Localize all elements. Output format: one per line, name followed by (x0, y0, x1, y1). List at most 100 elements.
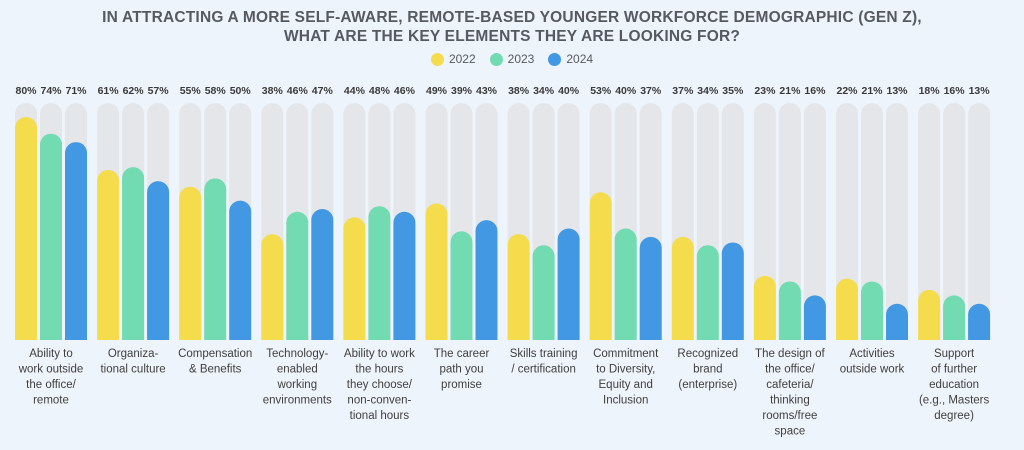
category-label-line: Compensation (178, 348, 252, 360)
category-label-line: outside work (840, 364, 905, 376)
category-label-line: the hours (355, 364, 403, 376)
category-label: Compensation & Benefits (178, 348, 252, 376)
bar-2023 (368, 206, 391, 340)
category-label-line: of further (931, 364, 977, 376)
data-label-2024: 43% (476, 85, 498, 97)
bar-group: 38% 46% 47% (261, 85, 334, 341)
bar-group: 53% 40% 37% (589, 85, 662, 341)
category-label-line: environments (263, 395, 332, 407)
legend-swatch-2024 (548, 52, 562, 66)
bar-group: 80% 74% 71% (15, 85, 87, 340)
legend-item-2024: 2024 (548, 52, 593, 66)
category-label-line: tional culture (100, 364, 165, 376)
bar-2024 (557, 228, 580, 340)
chart-legend: 2022 2023 2024 (0, 52, 1024, 66)
category-label-line: cafeteria/ (766, 379, 814, 391)
bar-2023 (614, 228, 637, 340)
category-label-line: education (929, 379, 979, 391)
category-label-line: / certification (511, 364, 576, 376)
data-label-2023: 58% (205, 85, 227, 97)
category-label-line: Inclusion (603, 395, 648, 407)
category-label-line: working (276, 379, 317, 391)
category-label-line: Technology- (266, 348, 328, 360)
category-label-line: The career (434, 348, 490, 360)
bar-2024 (229, 200, 252, 340)
data-label-2023: 74% (40, 85, 62, 97)
data-label-2024: 16% (804, 85, 826, 97)
data-label-2024: 35% (722, 85, 744, 97)
category-label: Organiza-tional culture (100, 348, 165, 376)
data-label-2022: 53% (590, 85, 612, 97)
category-label-line: Skills training (510, 348, 578, 360)
chart-title-line-2: WHAT ARE THE KEY ELEMENTS THEY ARE LOOKI… (283, 28, 741, 45)
bar-group: 23% 21% 16% (753, 85, 826, 341)
bar-2022 (425, 203, 448, 340)
category-label: Ability to work outside the office/remote (18, 348, 84, 407)
bar-2022 (836, 278, 858, 340)
data-label-2022: 37% (672, 85, 694, 97)
category-label-line: degree) (934, 410, 974, 422)
category-label-line: non-conven- (347, 395, 411, 407)
bar-group: 61% 62% 57% (97, 85, 170, 341)
category-label-line: the office/ (26, 379, 76, 391)
legend-swatch-2023 (489, 52, 503, 66)
bar-2022 (343, 217, 366, 340)
category-label: The career path you promise (434, 348, 490, 391)
category-label-line: the office/ (765, 364, 815, 376)
bar-track (861, 103, 883, 340)
data-label-2022: 23% (754, 85, 776, 97)
bar-2023 (943, 295, 966, 340)
bar-2024 (721, 242, 744, 340)
bar-2023 (450, 231, 473, 340)
bar-track (943, 103, 966, 341)
data-label-2022: 38% (262, 85, 284, 97)
bar-2024 (639, 236, 662, 340)
category-label-line: space (775, 426, 806, 438)
data-label-2023: 21% (861, 85, 883, 97)
bar-2022 (589, 192, 612, 340)
bar-2024 (311, 208, 334, 340)
chart-title: IN ATTRACTING A MORE SELF-AWARE, REMOTE-… (0, 8, 1024, 46)
category-label-line: The design of (755, 348, 825, 360)
bar-2023 (532, 245, 555, 340)
category-label: Skills training / certification (510, 348, 578, 376)
category-label: The design of the office/cafeteria/thinki… (755, 348, 825, 438)
data-label-2022: 55% (180, 85, 202, 97)
data-label-2024: 57% (148, 85, 170, 97)
legend-swatch-2022 (430, 52, 444, 66)
data-label-2022: 22% (836, 85, 858, 97)
data-label-2023: 21% (779, 85, 801, 97)
data-label-2024: 13% (886, 85, 908, 97)
bar-2023 (696, 245, 719, 340)
data-label-2022: 80% (15, 85, 37, 97)
data-label-2022: 18% (919, 85, 941, 97)
category-label-line: tional hours (350, 410, 410, 422)
bar-group: 38% 34% 40% (507, 85, 580, 341)
data-label-2022: 44% (344, 85, 366, 97)
category-label: Recognized brand (enterprise) (677, 348, 738, 391)
category-label-line: thinking (770, 395, 810, 407)
data-label-2024: 13% (969, 85, 991, 97)
chart-title-line-1: IN ATTRACTING A MORE SELF-AWARE, REMOTE-… (102, 9, 922, 26)
bar-2022 (507, 234, 530, 340)
category-label-line: Activities (849, 348, 895, 360)
legend-label-2022: 2022 (448, 52, 476, 66)
category-label: Ability to work the hours they choose/non-… (344, 348, 415, 422)
bar-2023 (204, 178, 227, 340)
bar-2024 (147, 181, 170, 340)
category-label-line: brand (693, 364, 722, 376)
category-label-line: remote (33, 395, 69, 407)
bar-group: 18% 16% 13% (918, 85, 991, 341)
category-label: Commitment to Diversity, Equity and Inclusi… (593, 348, 659, 407)
data-label-2023: 48% (369, 85, 391, 97)
data-label-2023: 39% (451, 85, 473, 97)
bar-2024 (886, 303, 908, 340)
category-label-line: Organiza- (108, 348, 159, 360)
category-label: Technology-enabled working environments (263, 348, 332, 407)
bar-2022 (918, 289, 941, 340)
category-label-line: promise (441, 379, 482, 391)
bar-2024 (803, 295, 826, 340)
category-label-line: (e.g., Masters (919, 395, 990, 407)
category-label-line: path you (439, 364, 483, 376)
category-label-line: rooms/free (762, 410, 817, 422)
